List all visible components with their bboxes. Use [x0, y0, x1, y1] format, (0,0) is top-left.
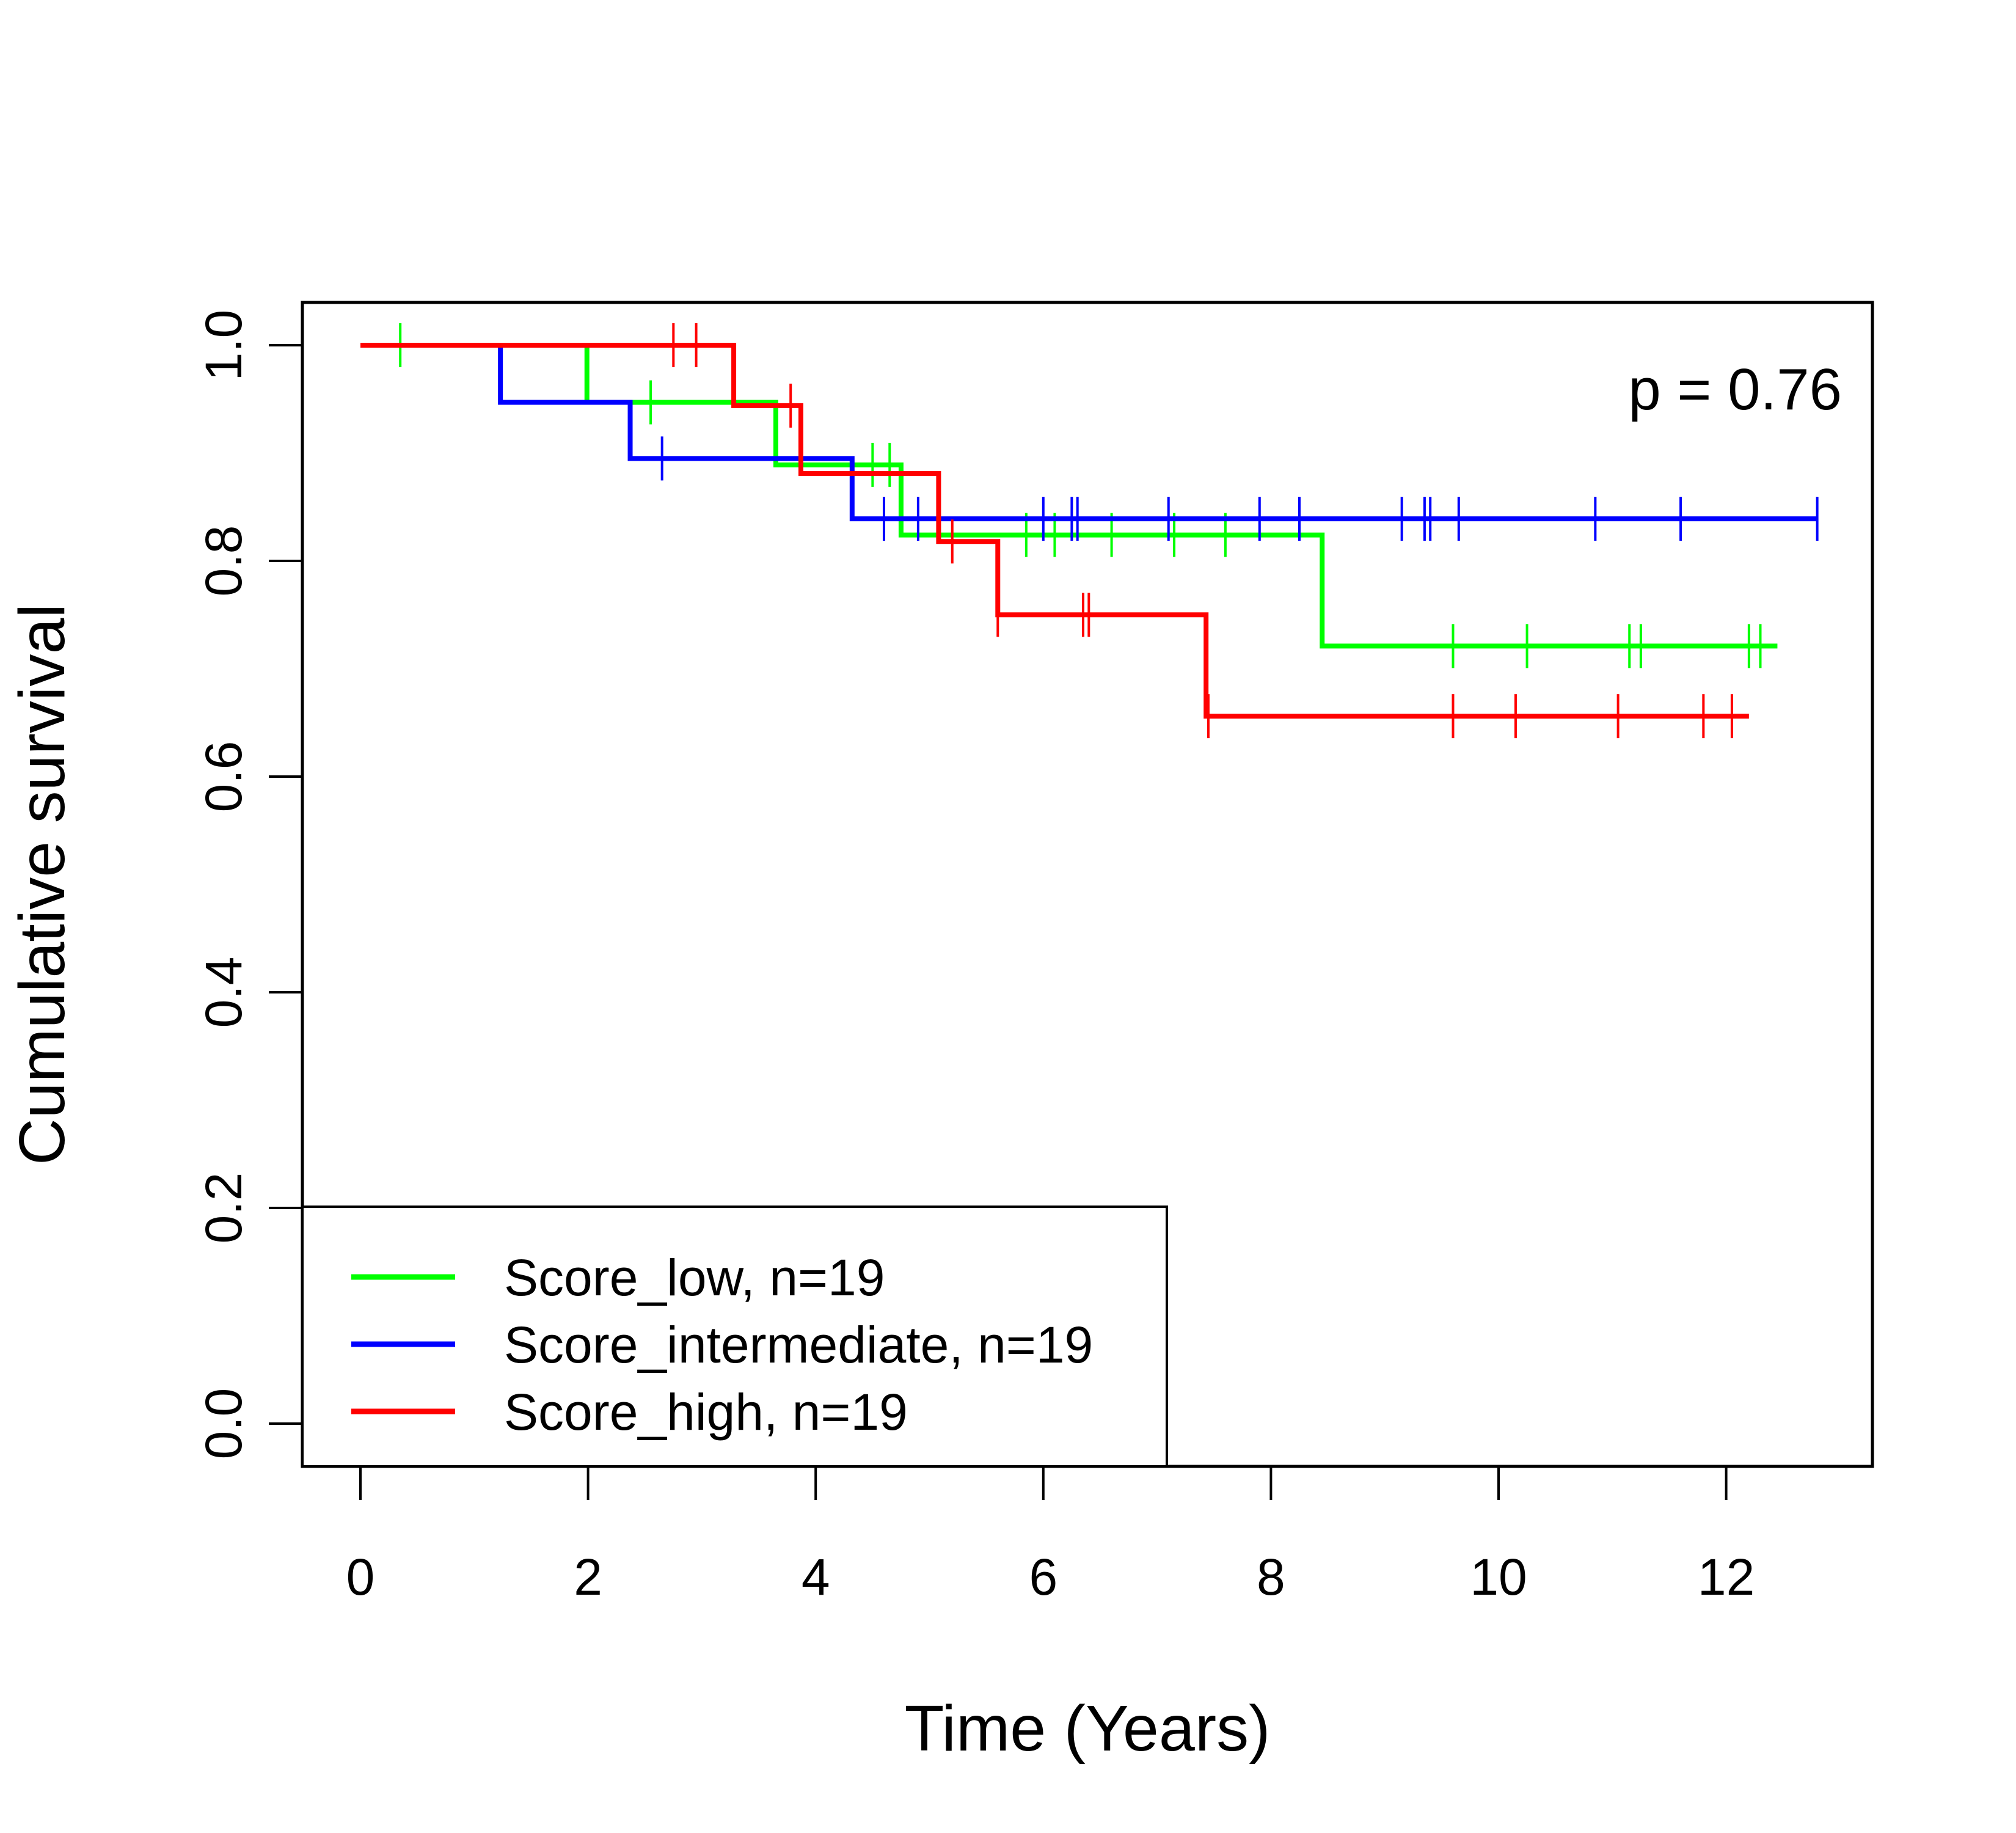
legend-label: Score_intermediate, n=19 — [504, 1316, 1093, 1374]
series-2 — [360, 323, 1749, 739]
x-axis-title: Time (Years) — [905, 1692, 1271, 1765]
y-tick-label: 0.4 — [195, 957, 252, 1028]
survival-curve — [360, 343, 1749, 719]
y-tick-label: 0.6 — [195, 741, 252, 813]
y-tick-label: 1.0 — [195, 310, 252, 381]
x-tick-label: 0 — [346, 1548, 375, 1606]
legend-label: Score_low, n=19 — [504, 1249, 885, 1306]
x-tick-label: 4 — [802, 1548, 830, 1606]
x-tick-label: 2 — [574, 1548, 602, 1606]
y-tick-label: 0.0 — [195, 1388, 252, 1460]
x-tick-label: 10 — [1470, 1548, 1527, 1606]
survival-curve — [360, 343, 1778, 649]
y-axis-title: Cumulative survival — [6, 604, 78, 1165]
legend-label: Score_high, n=19 — [504, 1383, 908, 1441]
survival-curve — [360, 343, 1817, 522]
series-1 — [360, 343, 1819, 541]
x-axis: 0 2 4 6 8 10 12 — [346, 1465, 1755, 1606]
x-tick-label: 8 — [1257, 1548, 1285, 1606]
legend: Score_low, n=19 Score_intermediate, n=19 S… — [301, 1206, 1168, 1468]
x-tick-label: 12 — [1698, 1548, 1755, 1606]
y-tick-label: 0.8 — [195, 525, 252, 597]
p-value-annotation: p = 0.76 — [1628, 357, 1842, 422]
series-layer — [360, 323, 1819, 739]
legend-box — [301, 1206, 1168, 1468]
x-tick-label: 6 — [1029, 1548, 1057, 1606]
y-tick-label: 0.2 — [195, 1173, 252, 1244]
